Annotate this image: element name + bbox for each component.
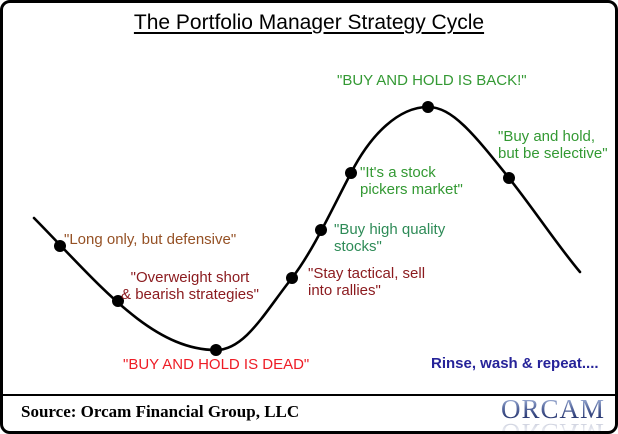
annotation-buy-and-hold-is-back: "BUY AND HOLD IS BACK!" (337, 72, 527, 89)
cycle-curve-svg (32, 101, 582, 356)
annotation-overweight-short-bearish: "Overweight short & bearish strategies" (121, 269, 259, 303)
annotation-stay-tactical-sell-into-rallies: "Stay tactical, sell into rallies" (308, 265, 426, 299)
curve-point-dot (54, 240, 66, 252)
footer-divider (3, 394, 615, 396)
curve-point-dot (210, 344, 222, 356)
curve-point-dot (315, 224, 327, 236)
annotation-buy-and-hold-is-dead: "BUY AND HOLD IS DEAD" (123, 356, 310, 373)
curve-point-dot (422, 101, 434, 113)
curve-point-dot (286, 272, 298, 284)
orcam-logo: ORCAM ORCAM (500, 394, 605, 432)
page-title: The Portfolio Manager Strategy Cycle (133, 11, 485, 34)
orcam-logo-text: ORCAM (500, 394, 605, 424)
annotation-stock-pickers-market: "It's a stock pickers market" (360, 164, 463, 198)
annotation-buy-high-quality-stocks: "Buy high quality stocks" (334, 221, 446, 255)
source-credit: Source: Orcam Financial Group, LLC (21, 402, 300, 421)
annotation-long-only-but-defensive: "Long only, but defensive" (64, 231, 237, 248)
curve-point-dot (503, 172, 515, 184)
orcam-logo-reflection: ORCAM (501, 418, 605, 431)
annotation-rinse-wash-repeat: Rinse, wash & repeat.... (431, 355, 599, 372)
curve-point-dot (112, 295, 124, 307)
curve-point-dot (345, 167, 357, 179)
annotation-buy-and-hold-but-be-selective: "Buy and hold, but be selective" (498, 128, 608, 162)
